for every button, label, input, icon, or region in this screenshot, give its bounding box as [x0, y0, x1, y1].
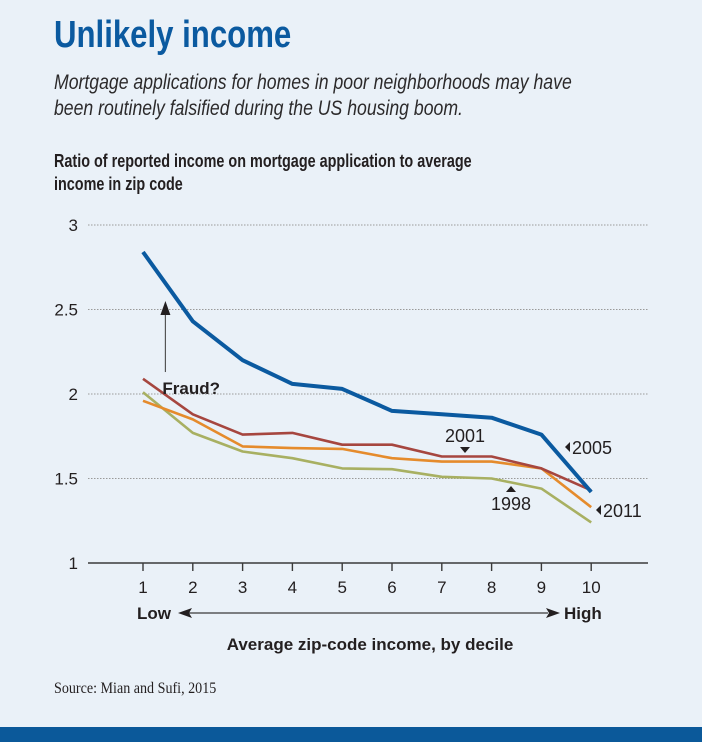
pointer-left-icon [596, 505, 601, 515]
annotations: Fraud? 2005 2011 2001 1998 [160, 301, 642, 521]
x-axis-title: Average zip-code income, by decile [227, 635, 514, 654]
y-axis-ticks: 1 1.5 2 2.5 3 [54, 216, 78, 573]
chart-subtitle: Mortgage applications for homes in poor … [54, 70, 642, 122]
series-label-2011: 2011 [603, 501, 642, 521]
series-label-1998: 1998 [491, 494, 531, 514]
series-line-1998 [142, 391, 592, 524]
footer-bar [0, 727, 702, 742]
y-axis-title-line-1: Ratio of reported income on mortgage app… [54, 151, 472, 171]
gridlines [88, 224, 648, 479]
x-tick-label: 9 [537, 578, 546, 597]
x-high-label: High [564, 604, 602, 623]
y-tick-label: 1 [69, 554, 78, 573]
x-tick-label: 5 [337, 578, 346, 597]
y-tick-label: 1.5 [54, 470, 78, 489]
x-tick-label: 3 [238, 578, 247, 597]
pointer-down-icon [460, 447, 470, 453]
subtitle-line-1: Mortgage applications for homes in poor … [54, 71, 572, 94]
x-tick-label: 8 [487, 578, 496, 597]
arrow-up-icon [160, 301, 171, 316]
x-tick-label: 10 [582, 578, 601, 597]
arrow-right-icon [546, 608, 560, 618]
x-tick-label: 2 [188, 578, 197, 597]
y-tick-label: 2.5 [54, 301, 78, 320]
series-line-2001 [142, 377, 592, 492]
y-axis-title-line-2: income in zip code [54, 174, 183, 194]
y-tick-label: 2 [69, 385, 78, 404]
source-note: Source: Mian and Sufi, 2015 [54, 680, 217, 697]
series-label-2005: 2005 [572, 438, 612, 458]
chart-title: Unlikely income [54, 14, 292, 56]
x-axis: 1 2 3 4 5 6 7 8 9 10 [88, 562, 648, 618]
series-label-2001: 2001 [445, 426, 485, 446]
fraud-annotation: Fraud? [162, 379, 220, 398]
series-lines [141, 250, 593, 524]
x-tick-label: 6 [387, 578, 396, 597]
subtitle-line-2: been routinely falsified during the US h… [54, 97, 463, 120]
x-tick-label: 7 [437, 578, 446, 597]
series-line-2005 [141, 250, 593, 494]
x-tick-label: 1 [138, 578, 147, 597]
series-line-2011 [142, 399, 592, 509]
y-tick-label: 3 [69, 216, 78, 235]
x-low-label: Low [137, 604, 172, 623]
x-tick-label: 4 [288, 578, 297, 597]
arrow-left-icon [178, 608, 192, 618]
pointer-up-icon [506, 486, 516, 492]
pointer-left-icon [565, 442, 570, 452]
y-axis-title: Ratio of reported income on mortgage app… [54, 150, 614, 196]
